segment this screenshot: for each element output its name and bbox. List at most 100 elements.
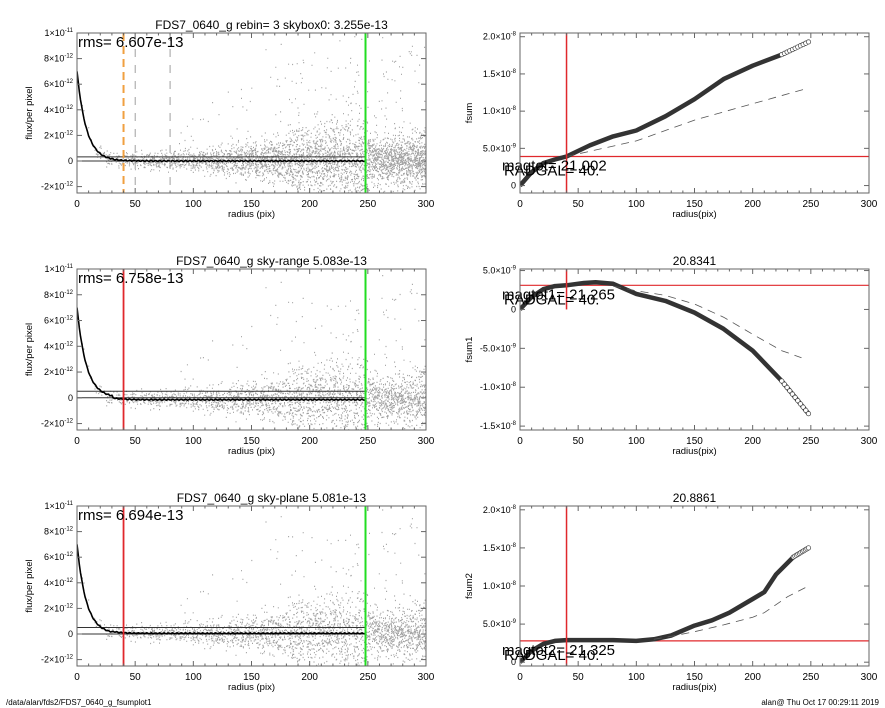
- radgal-label: RADGAL= 40.: [504, 291, 599, 308]
- marker-circle: [800, 404, 806, 410]
- y-tick-exponent: -12: [64, 603, 73, 609]
- y-tick-label: 1.0×10-8: [483, 581, 517, 591]
- chart-title: FDS7_0640_g sky-range 5.083e-13: [176, 254, 367, 268]
- y-tick-exponent: -12: [64, 527, 73, 533]
- y-tick-label: 1×10-11: [44, 264, 73, 274]
- profile-line: [77, 71, 366, 163]
- y-tick-exponent: -12: [64, 655, 73, 661]
- chart-profile0: rms= 6.607e-13 0 50 100 150 200 250 300 1×10-11 8…: [24, 18, 435, 220]
- y-tick-label: 0: [68, 629, 73, 639]
- y-tick-label: 2×10-12: [44, 367, 74, 377]
- y-tick-label: 6×10-12: [44, 552, 74, 562]
- y-tick-exponent: -9: [511, 619, 517, 625]
- scatter-points: [80, 275, 426, 430]
- y-tick-label: -1.0×10-8: [480, 382, 517, 392]
- marker-circle: [787, 388, 793, 394]
- x-tick-label: 300: [418, 436, 435, 447]
- chart-title: 20.8341: [673, 254, 717, 268]
- plot-area: [520, 279, 869, 417]
- y-tick-label: 6×10-12: [44, 79, 74, 89]
- x-tick-label: 150: [686, 672, 703, 683]
- x-tick-label: 100: [628, 672, 645, 683]
- y-tick-exponent: -11: [65, 501, 74, 507]
- plot-area: [77, 269, 426, 430]
- x-tick-label: 200: [301, 436, 318, 447]
- x-tick-label: 0: [74, 672, 80, 683]
- radgal-label: RADGAL= 40.: [504, 647, 599, 664]
- series-dashed: [653, 585, 809, 640]
- y-tick-label: 1.5×10-8: [483, 69, 517, 79]
- x-tick-label: 0: [517, 199, 523, 210]
- y-tick-exponent: -12: [64, 290, 73, 296]
- x-tick-label: 150: [243, 672, 260, 683]
- plot-area: [520, 545, 869, 664]
- series-dashed: [613, 285, 802, 359]
- x-tick-label: 250: [802, 436, 819, 447]
- rms-annotation: rms= 6.694e-13: [78, 507, 183, 524]
- y-tick-label: 1.5×10-8: [483, 543, 517, 553]
- series-dashed: [566, 87, 809, 157]
- marker-circle: [805, 39, 812, 45]
- x-tick-label: 0: [74, 199, 80, 210]
- x-tick-label: 250: [802, 672, 819, 683]
- y-tick-exponent: -8: [511, 581, 517, 587]
- x-tick-label: 300: [418, 672, 435, 683]
- y-tick-label: 5.0×10-9: [483, 266, 517, 276]
- y-tick-label: 2×10-12: [44, 603, 74, 613]
- y-axis-label: fsum2: [464, 573, 475, 599]
- y-tick-exponent: -9: [511, 343, 517, 349]
- y-tick-label: 1.0×10-8: [483, 106, 517, 116]
- x-tick-label: 150: [686, 436, 703, 447]
- series-fsum1: [520, 279, 811, 416]
- y-tick-label: 2.0×10-8: [483, 32, 517, 42]
- x-axis-label: radius(pix): [672, 446, 716, 457]
- x-axis-label: radius (pix): [228, 209, 275, 220]
- y-tick-label: 4×10-12: [44, 578, 74, 588]
- x-tick-label: 100: [185, 436, 202, 447]
- y-tick-label: 0: [511, 657, 516, 667]
- marker-circle: [792, 394, 798, 400]
- marker-circle: [784, 384, 790, 391]
- y-tick-label: 1×10-11: [44, 501, 73, 511]
- x-tick-label: 200: [744, 672, 761, 683]
- x-tick-label: 250: [359, 672, 376, 683]
- y-tick-label: 6×10-12: [44, 316, 74, 326]
- y-axis-label: flux/per pixel: [24, 559, 35, 612]
- x-tick-label: 150: [686, 199, 703, 210]
- y-axis-label: flux/per pixel: [24, 86, 35, 139]
- y-tick-exponent: -12: [64, 105, 73, 111]
- marker-circle: [795, 398, 801, 404]
- x-tick-label: 200: [744, 436, 761, 447]
- y-tick-label: 8×10-12: [44, 54, 74, 64]
- marker-circle: [805, 545, 812, 551]
- x-axis-label: radius(pix): [672, 682, 716, 693]
- marker-circle: [789, 391, 796, 397]
- y-tick-label: 1×10-11: [44, 28, 73, 38]
- x-tick-label: 150: [243, 436, 260, 447]
- x-tick-label: 50: [130, 199, 142, 210]
- series-fsum2: [520, 545, 810, 664]
- y-tick-exponent: -12: [64, 130, 73, 136]
- y-tick-label: -1.5×10-8: [480, 421, 517, 431]
- marker-circle: [803, 407, 809, 413]
- x-tick-label: 0: [74, 436, 80, 447]
- y-tick-label: 4×10-12: [44, 105, 74, 115]
- series-fsum: [520, 39, 810, 188]
- x-tick-label: 0: [517, 672, 523, 683]
- x-tick-label: 100: [628, 436, 645, 447]
- y-tick-label: -2×10-12: [41, 182, 74, 192]
- y-tick-exponent: -8: [511, 69, 517, 75]
- y-tick-exponent: -12: [64, 182, 73, 188]
- y-tick-label: 8×10-12: [44, 290, 74, 300]
- x-tick-label: 100: [628, 199, 645, 210]
- chart-profile1: rms= 6.758e-13 0 50 100 150 200 250 300 1×10-11 8…: [24, 254, 435, 457]
- footer-path: /data/alan/fds2/FDS7_0640_g_fsumplot1: [6, 698, 152, 707]
- x-tick-label: 50: [573, 672, 585, 683]
- x-tick-label: 300: [418, 199, 435, 210]
- x-tick-label: 250: [359, 436, 376, 447]
- y-axis-label: fsum1: [464, 337, 475, 363]
- y-tick-exponent: -12: [64, 578, 73, 584]
- x-tick-label: 300: [861, 672, 878, 683]
